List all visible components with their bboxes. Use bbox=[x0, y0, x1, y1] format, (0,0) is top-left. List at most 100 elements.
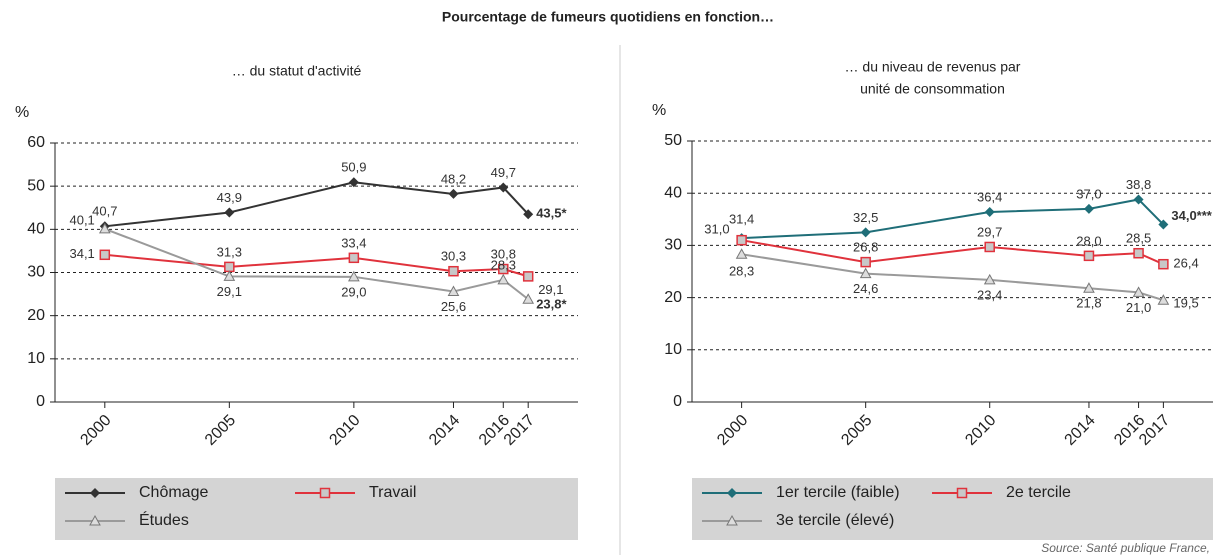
value-label: 33,4 bbox=[341, 235, 366, 250]
marker bbox=[735, 248, 748, 259]
legend-label: 3e tercile (élevé) bbox=[776, 512, 894, 529]
marker bbox=[99, 249, 111, 261]
marker bbox=[1083, 203, 1094, 214]
y-tick-label: 50 bbox=[664, 132, 682, 149]
line bbox=[104, 181, 529, 228]
y-axis-label: % bbox=[652, 102, 666, 119]
y-tick-label: 0 bbox=[673, 393, 682, 410]
y-tick-label: 40 bbox=[664, 184, 682, 201]
chart-subtitle: unité de consommation bbox=[860, 81, 1005, 97]
value-label: 40,1 bbox=[69, 212, 94, 227]
legend-label: Études bbox=[139, 510, 189, 529]
marker bbox=[1158, 258, 1169, 270]
marker bbox=[522, 271, 534, 282]
value-label: 36,4 bbox=[977, 189, 1002, 204]
marker bbox=[498, 182, 509, 193]
y-tick-label: 20 bbox=[664, 289, 682, 306]
x-tick-label: 2014 bbox=[1062, 412, 1099, 449]
marker bbox=[448, 265, 459, 277]
legend-marker bbox=[726, 514, 738, 526]
value-label: 50,9 bbox=[341, 160, 366, 175]
value-label: 43,5* bbox=[536, 206, 567, 221]
marker bbox=[348, 177, 359, 188]
value-label: 29,1 bbox=[538, 282, 563, 297]
value-label: 30,8 bbox=[491, 246, 516, 261]
marker bbox=[497, 273, 510, 285]
marker bbox=[98, 222, 111, 234]
marker bbox=[523, 209, 534, 220]
marker bbox=[448, 188, 459, 199]
value-label: 37,0 bbox=[1076, 186, 1101, 201]
line bbox=[741, 198, 1165, 240]
y-tick-label: 50 bbox=[27, 177, 45, 194]
value-label: 21,0 bbox=[1126, 300, 1151, 315]
y-tick-label: 30 bbox=[664, 237, 682, 254]
marker bbox=[224, 261, 235, 273]
value-label: 31,4 bbox=[729, 212, 754, 227]
legend-label: Chômage bbox=[139, 484, 208, 501]
legend-marker bbox=[89, 514, 101, 526]
legend-label: 2e tercile bbox=[1006, 484, 1071, 501]
x-tick-label: 2014 bbox=[426, 412, 463, 449]
value-label: 23,8* bbox=[536, 297, 567, 312]
x-tick-label: 2005 bbox=[838, 412, 875, 449]
y-tick-label: 30 bbox=[27, 264, 45, 281]
y-tick-label: 60 bbox=[27, 134, 45, 151]
marker bbox=[348, 270, 360, 282]
chart-subtitle: … du niveau de revenus par bbox=[845, 59, 1021, 75]
value-label: 19,5 bbox=[1173, 296, 1198, 311]
legend-box bbox=[692, 478, 1213, 540]
value-label: 32,5 bbox=[853, 210, 878, 225]
line bbox=[104, 227, 529, 301]
y-tick-label: 20 bbox=[27, 307, 45, 324]
value-label: 30,3 bbox=[441, 249, 466, 264]
legend-marker bbox=[90, 488, 100, 498]
legend-box bbox=[55, 478, 578, 540]
value-label: 28,3 bbox=[729, 264, 754, 279]
line bbox=[741, 253, 1164, 302]
x-tick-label: 2010 bbox=[326, 412, 363, 449]
value-label: 43,9 bbox=[217, 190, 242, 205]
marker bbox=[859, 267, 872, 279]
legend-label: Travail bbox=[369, 484, 416, 501]
marker bbox=[447, 285, 460, 296]
x-tick-label: 2010 bbox=[962, 412, 999, 449]
value-label: 38,8 bbox=[1126, 177, 1151, 192]
value-label: 29,7 bbox=[977, 224, 1002, 239]
source: Source: Santé publique France, bbox=[1041, 541, 1210, 555]
value-label: 31,0 bbox=[704, 222, 729, 237]
value-label: 48,2 bbox=[441, 171, 466, 186]
marker bbox=[1133, 247, 1144, 259]
marker bbox=[522, 293, 535, 304]
value-label: 24,6 bbox=[853, 281, 878, 296]
marker bbox=[498, 263, 509, 275]
marker bbox=[1083, 250, 1095, 262]
value-label: 28,5 bbox=[1126, 231, 1151, 246]
marker bbox=[1133, 194, 1144, 205]
value-label: 28,0 bbox=[1076, 233, 1101, 248]
marker bbox=[1083, 282, 1095, 293]
value-label: 29,0 bbox=[341, 284, 366, 299]
marker bbox=[860, 256, 871, 268]
value-label: 34,0*** bbox=[1171, 208, 1212, 223]
marker bbox=[983, 273, 996, 285]
marker bbox=[984, 241, 995, 253]
x-tick-label: 2005 bbox=[202, 412, 239, 449]
chart-subtitle: … du statut d'activité bbox=[232, 63, 362, 79]
value-label: 34,1 bbox=[69, 246, 94, 261]
y-tick-label: 10 bbox=[27, 350, 45, 367]
marker bbox=[223, 270, 236, 281]
marker bbox=[1157, 294, 1170, 305]
value-label: 28,3 bbox=[491, 257, 516, 272]
marker bbox=[1158, 219, 1169, 230]
value-label: 23,4 bbox=[977, 287, 1002, 302]
x-tick-label: 2000 bbox=[77, 412, 114, 449]
legend-marker bbox=[319, 487, 331, 499]
value-label: 25,6 bbox=[441, 299, 466, 314]
value-label: 31,3 bbox=[217, 244, 242, 259]
page-title: Pourcentage de fumeurs quotidiens en fon… bbox=[442, 9, 774, 25]
marker bbox=[1132, 286, 1145, 297]
value-label: 29,1 bbox=[217, 284, 242, 299]
marker bbox=[736, 234, 747, 246]
